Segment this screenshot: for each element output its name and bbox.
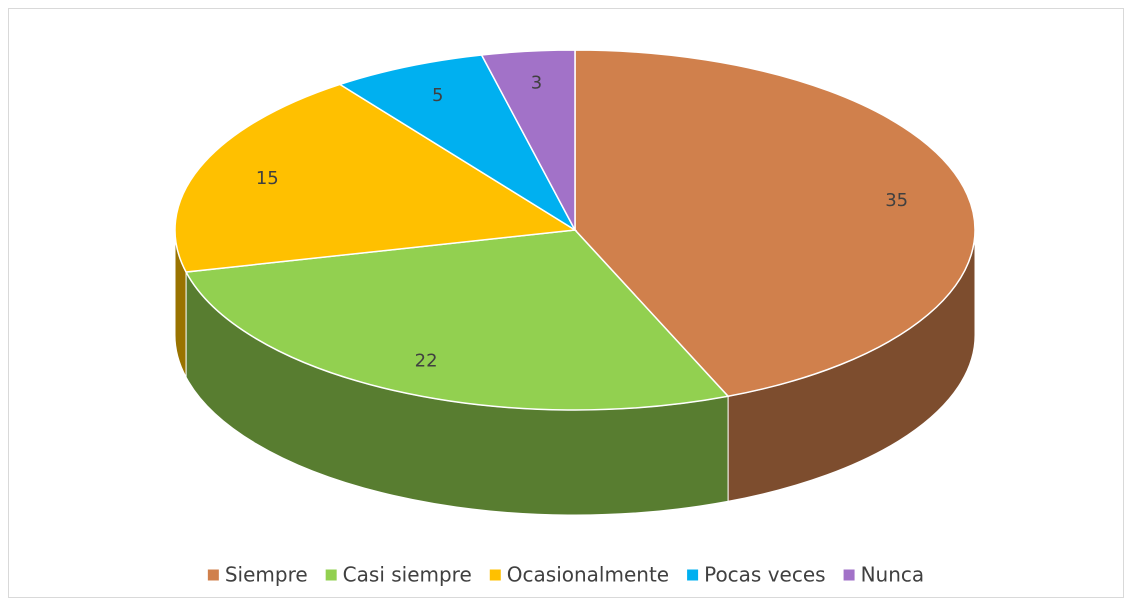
legend-label: Siempre xyxy=(225,563,308,587)
data-label: 15 xyxy=(256,168,279,189)
legend-swatch xyxy=(843,569,855,581)
legend-label: Casi siempre xyxy=(343,563,472,587)
legend-label: Nunca xyxy=(861,563,925,587)
legend-swatch xyxy=(325,569,337,581)
data-label: 35 xyxy=(885,190,908,211)
legend-swatch xyxy=(207,569,219,581)
data-label: 5 xyxy=(432,85,443,106)
slice xyxy=(174,83,578,273)
slice xyxy=(480,49,576,231)
data-label: 3 xyxy=(531,72,542,93)
legend-label: Ocasionalmente xyxy=(507,563,669,587)
slice xyxy=(338,54,577,233)
slice xyxy=(184,229,730,411)
slice xyxy=(574,49,976,398)
legend-swatch xyxy=(687,569,699,581)
legend-swatch xyxy=(489,569,501,581)
data-label: 22 xyxy=(415,351,438,372)
legend-label: Pocas veces xyxy=(704,563,825,587)
